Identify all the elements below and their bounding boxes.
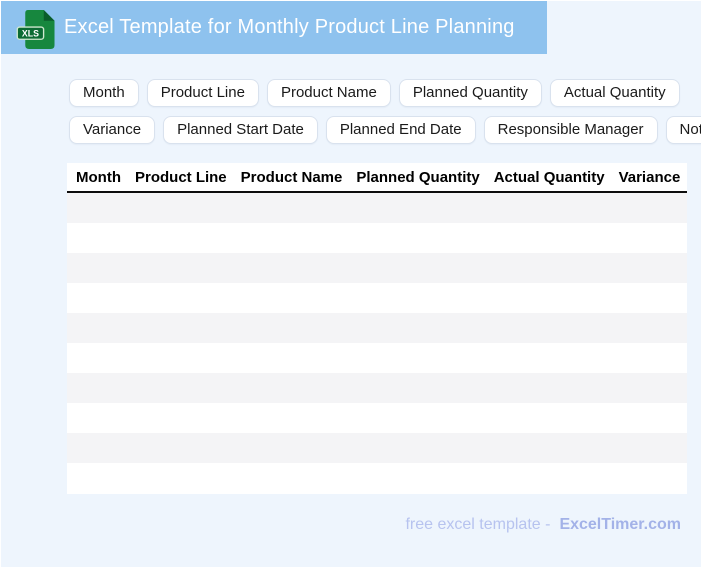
table-row [67, 223, 687, 253]
field-chip[interactable]: Variance [69, 116, 156, 144]
field-chip[interactable]: Planned End Date [325, 116, 476, 144]
table-body [67, 193, 687, 493]
page-title: Excel Template for Monthly Product Line … [64, 16, 515, 38]
field-chip[interactable]: Notes [665, 116, 701, 144]
field-chip[interactable]: Month [69, 79, 139, 107]
table-row [67, 433, 687, 463]
field-chip[interactable]: Planned Quantity [398, 79, 542, 107]
field-chip[interactable]: Product Name [266, 79, 391, 107]
column-header: Actual Quantity [493, 168, 605, 186]
footer-tagline: free excel template - ExcelTimer.com [405, 516, 681, 534]
chip-row-2: Variance Planned Start Date Planned End Da… [69, 116, 701, 144]
chip-row-1: Month Product Line Product Name Planned Qua… [69, 79, 701, 107]
table-row [67, 463, 687, 493]
field-chip[interactable]: Product Line [146, 79, 259, 107]
column-header: Planned Quantity [356, 168, 480, 186]
column-header: Product Line [134, 168, 227, 186]
table-row [67, 343, 687, 373]
field-chip[interactable]: Responsible Manager [483, 116, 658, 144]
table-header-row: Month Product Line Product Name Planned Qua… [67, 163, 687, 193]
table-row [67, 193, 687, 223]
app-header: XLS Excel Template for Monthly Product L… [1, 1, 547, 54]
xls-badge-text: XLS [22, 28, 39, 38]
template-preview-table: Month Product Line Product Name Planned Qua… [67, 163, 687, 494]
table-row [67, 403, 687, 433]
table-row [67, 373, 687, 403]
column-header: Month [76, 168, 121, 186]
column-header: Variance [618, 168, 681, 186]
table-row [67, 313, 687, 343]
brand-link[interactable]: ExcelTimer.com [559, 516, 681, 533]
xls-file-icon: XLS [16, 10, 55, 49]
field-chip-list: Month Product Line Product Name Planned Qua… [69, 79, 701, 153]
field-chip[interactable]: Actual Quantity [549, 79, 680, 107]
table-row [67, 253, 687, 283]
column-header: Product Name [240, 168, 343, 186]
field-chip[interactable]: Planned Start Date [163, 116, 318, 144]
table-row [67, 283, 687, 313]
footer-text: free excel template - [405, 516, 551, 533]
